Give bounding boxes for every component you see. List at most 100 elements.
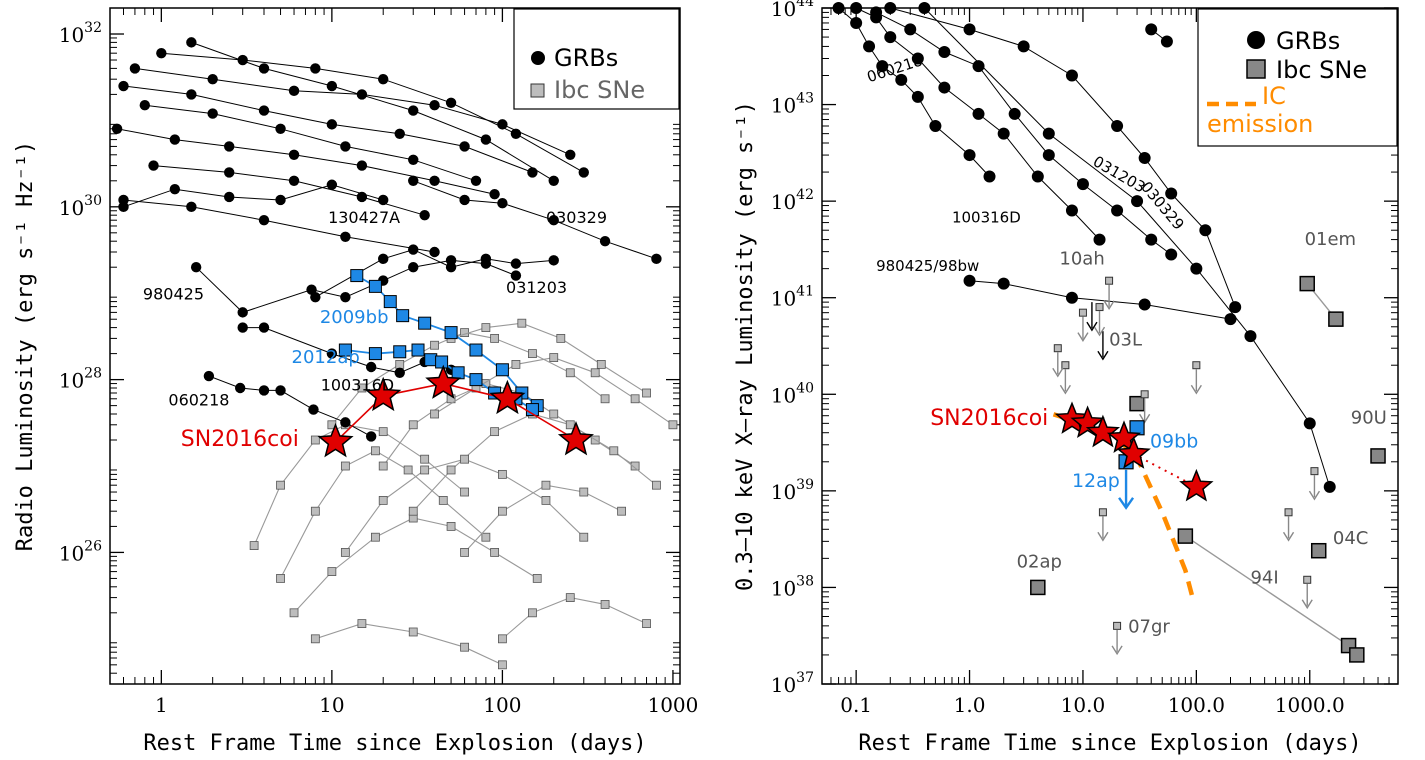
- legend-ibc-label: Ibc SNe: [1276, 56, 1367, 84]
- grb-xray-marker: [983, 170, 996, 183]
- ibc-xray-marker: [1370, 448, 1386, 464]
- ibc-upper-limit-arrow-head: [1308, 490, 1321, 501]
- grb-marker: [565, 149, 576, 160]
- ibc-sn-marker: [430, 340, 439, 350]
- grb-marker: [310, 63, 321, 74]
- grb-marker: [497, 119, 508, 130]
- ibc-upper-limit-marker: [1113, 621, 1122, 630]
- highlighted-ibc-line: [356, 274, 538, 407]
- grb-xray-marker: [1145, 233, 1158, 246]
- ibc-sn-marker: [403, 465, 413, 475]
- sn2016coi-star-marker: [365, 376, 402, 412]
- grb-marker: [578, 167, 589, 178]
- ibc-upper-limit-marker: [1284, 508, 1293, 517]
- ibc-sn-marker: [532, 574, 542, 583]
- grb-marker: [408, 175, 419, 187]
- grb-xray-marker: [1065, 291, 1078, 304]
- highlighted-ibc-marker: [368, 279, 382, 293]
- grb-xray-marker: [938, 46, 951, 59]
- grb-marker: [186, 37, 197, 48]
- left-y-tick-label: 1026: [59, 538, 102, 565]
- ibc-sn-marker: [408, 627, 418, 637]
- grb-marker: [156, 47, 167, 59]
- grb-marker: [111, 123, 123, 134]
- right-annotation: SN2016coi: [930, 406, 1048, 431]
- grb-curve-line: [144, 104, 477, 182]
- grb-xray-marker: [1065, 69, 1078, 82]
- ibc-sn-marker: [630, 394, 640, 404]
- grb-marker: [510, 258, 522, 269]
- grb-curve-line: [413, 180, 657, 260]
- right-annotation: 03L: [1109, 330, 1142, 351]
- grb-marker: [365, 431, 377, 442]
- ibc-sn-marker: [541, 496, 551, 505]
- left-x-axis-label: Rest Frame Time since Explosion (days): [143, 731, 646, 756]
- ibc-sn-marker: [590, 368, 600, 378]
- ibc-sn-marker: [340, 548, 350, 557]
- grb-marker: [429, 175, 440, 187]
- grb-marker: [470, 175, 482, 187]
- left-sn2016coi-curve: [317, 364, 594, 458]
- left-plot-frame: [109, 7, 681, 685]
- ibc-sn-marker: [378, 496, 388, 505]
- grb-marker: [480, 253, 492, 265]
- grb-marker: [356, 191, 368, 203]
- legend-ic-label-1: IC: [1262, 82, 1286, 110]
- grb-xray-marker: [1111, 204, 1124, 217]
- grb-marker: [408, 244, 419, 255]
- grb-marker: [288, 85, 300, 97]
- grb-marker: [599, 235, 611, 247]
- grb-marker: [459, 194, 470, 206]
- ibc-xray-marker: [1177, 528, 1194, 544]
- grb-xray-marker: [1224, 313, 1237, 326]
- ibc-xray-marker: [1299, 275, 1315, 292]
- ibc-upper-limit-marker: [1310, 467, 1319, 476]
- grb-marker: [190, 262, 202, 273]
- ibc-sn-marker: [310, 634, 320, 644]
- ibc-sn-marker: [289, 608, 299, 618]
- grb-marker: [310, 291, 321, 303]
- ibc-sn-marker: [327, 567, 337, 576]
- grb-marker: [169, 134, 181, 145]
- ibc-sn-marker: [395, 360, 405, 369]
- right-x-tick-label: 1000.0: [1275, 693, 1345, 717]
- left-legend: GRBs Ibc SNe: [513, 8, 680, 110]
- grb-marker: [207, 108, 218, 119]
- grb-marker: [378, 253, 389, 265]
- grb-xray-marker: [1303, 417, 1316, 430]
- grb-xray-marker: [1323, 480, 1336, 493]
- right-y-tick-label: 1044: [771, 0, 814, 21]
- highlighted-ibc-marker: [435, 355, 449, 369]
- ibc-sn-marker: [460, 487, 469, 497]
- highlighted-ibc-marker: [393, 345, 407, 359]
- ibc-xray-marker: [1129, 395, 1145, 412]
- ibc-sn-marker: [528, 608, 537, 618]
- left-axis-ticks: 1 10 100 1000 1026 1028 1030 1032: [59, 8, 698, 717]
- grb-xray-marker: [870, 6, 883, 19]
- radio-luminosity-panel: 1 10 100 1000 1026 1028 1030 1032 130427A 030329…: [13, 7, 698, 756]
- grb-xray-marker: [1244, 330, 1257, 343]
- sn2016coi-xray-star-marker: [1179, 468, 1214, 502]
- highlighted-ibc-marker: [350, 269, 364, 283]
- grb-xray-marker: [1017, 40, 1030, 53]
- sn2016coi-star-marker: [489, 379, 526, 415]
- ibc-sn-marker: [541, 480, 551, 490]
- right-annotation: 94I: [1250, 567, 1278, 588]
- ibc-upper-limit-marker: [1053, 344, 1062, 353]
- ibc-upper-limit-marker: [1140, 390, 1149, 399]
- grb-marker: [186, 201, 197, 213]
- grb-xray-marker: [904, 23, 917, 36]
- grb-xray-marker: [1199, 224, 1212, 237]
- legend-ibc-marker: [1246, 59, 1266, 79]
- ibc-sn-marker: [596, 360, 606, 369]
- highlighted-upper-limit-head: [1118, 497, 1135, 510]
- right-y-tick-label: 1041: [771, 284, 814, 311]
- highlighted-ibc-marker: [495, 363, 509, 377]
- highlighted-ibc-marker: [424, 353, 438, 367]
- highlighted-ibc-marker: [383, 295, 397, 309]
- ibc-sn-marker: [490, 548, 500, 557]
- ibc-upper-limit-marker: [1078, 308, 1087, 317]
- ibc-sn-marker: [609, 446, 619, 456]
- highlighted-ibc-marker: [338, 343, 352, 357]
